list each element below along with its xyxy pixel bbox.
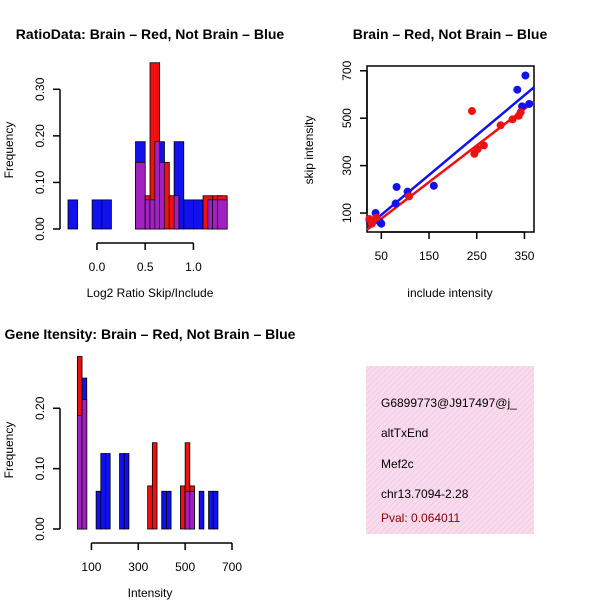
y-tick-label: 0.00 [33,217,47,241]
not-brain-point [377,219,386,228]
not-brain-point [392,182,401,191]
not-brain-bar [165,490,172,530]
x-tick-label: 350 [514,249,534,263]
not-brain-bar [105,453,111,530]
p-value: Pval: 0.064011 [381,511,461,525]
overlap-bar [159,162,165,230]
info-box-hatch [366,366,534,534]
scatter-ylabel: skip intensity [302,116,316,185]
not-brain-point [391,199,400,208]
overlap-bar [135,162,146,230]
scatter-content [365,71,535,231]
not-brain-bar [193,199,204,230]
gene-name: Mef2c [381,457,414,471]
x-tick-label: 300 [128,560,148,574]
y-tick-label: 500 [340,108,354,128]
not-brain-bar [91,199,103,230]
genomic-location: chr13.7094-2.28 [381,487,469,501]
overlap-bar [212,199,218,230]
y-tick-label: 0.20 [33,124,47,148]
x-tick-label: 0.0 [89,260,106,274]
overlap-bar [184,490,191,530]
gene-intensity-histogram-panel: Gene Itensity: Brain – Red, Not Brain – … [2,326,296,600]
y-tick-label: 0.10 [33,457,47,481]
ratio-histogram-panel: RatioData: Brain – Red, Not Brain – Blue… [2,26,284,300]
x-tick-label: 0.5 [137,260,154,274]
x-tick-label: 250 [467,249,487,263]
not-brain-point [429,181,438,190]
intensity-scatter-panel: Brain – Red, Not Brain – Blue 50 150 250 35… [302,26,547,300]
brain-fit-line [366,100,535,231]
y-tick-label: 100 [340,203,354,223]
x-tick-label: 700 [222,560,242,574]
brain-point [467,107,476,116]
overlap-bar [189,490,195,530]
brain-bar [151,442,158,530]
intensity-scatter-title: Brain – Red, Not Brain – Blue [353,26,548,42]
brain-point [372,213,381,222]
not-brain-fit-line [366,86,535,228]
not-brain-point [525,99,534,108]
overlap-bar [81,399,88,530]
overlap-bar [154,141,160,230]
overlap-bar [77,415,83,530]
not-brain-bar [101,199,112,230]
overlap-bar [173,195,180,230]
not-brain-bar [123,453,130,530]
brain-point [479,141,488,150]
x-tick-label: 500 [175,560,195,574]
not-brain-bar [212,490,219,530]
brain-point [404,192,413,201]
not-brain-bar [67,199,79,230]
y-tick-label: 300 [340,155,354,175]
gene-intensity-histogram-ylabel: Frequency [2,422,16,479]
x-tick-label: 100 [81,560,101,574]
overlap-bar [217,199,228,230]
not-brain-point [521,71,530,80]
brain-point [508,115,517,124]
ratio-histogram-axes: 0.0 0.5 1.0 0.00 0.10 0.20 0.30 [33,77,202,274]
not-brain-point [513,85,522,94]
brain-point [473,145,482,153]
y-tick-label: 0.10 [33,170,47,194]
x-tick-label: 150 [419,249,439,263]
brain-point [367,219,376,228]
gene-intensity-histogram-title: Gene Itensity: Brain – Red, Not Brain – … [5,326,296,342]
gene-intensity-histogram-xlabel: Intensity [128,586,173,600]
event-info-box: G6899773@J917497@j_ altTxEnd Mef2c chr13… [366,366,534,534]
brain-bar [180,485,186,530]
not-brain-bar [208,490,214,530]
ratio-histogram-ylabel: Frequency [2,122,16,179]
ratio-histogram-title: RatioData: Brain – Red, Not Brain – Blue [16,26,285,42]
gene-intensity-histogram-bars [76,356,219,530]
ratio-histogram-bars [67,62,228,230]
ratio-histogram-xlabel: Log2 Ratio Skip/Include [87,286,214,300]
not-brain-bar [198,490,205,530]
brain-point [516,108,525,117]
not-brain-bar [119,453,125,530]
y-tick-label: 0.20 [33,396,47,420]
y-tick-label: 0.30 [33,77,47,101]
not-brain-bar [183,199,194,230]
not-brain-bar [161,490,167,530]
overlap-bar [207,199,214,230]
not-brain-bar [95,490,102,530]
x-tick-label: 50 [375,249,389,263]
not-brain-bar [100,453,106,530]
brain-point [496,121,505,130]
y-tick-label: 0.00 [33,517,47,541]
event-type: altTxEnd [381,426,429,440]
overlap-bar [149,199,156,230]
event-id: G6899773@J917497@j_ [381,396,517,410]
x-tick-label: 1.0 [185,260,202,274]
scatter-xlabel: include intensity [407,286,492,300]
gene-intensity-histogram-axes: 100 300 500 700 0.00 0.10 0.20 [33,396,242,574]
scatter-axes: 50 150 250 350 100 300 500 700 [340,60,535,263]
y-tick-label: 700 [340,60,354,80]
brain-bar [147,485,153,530]
